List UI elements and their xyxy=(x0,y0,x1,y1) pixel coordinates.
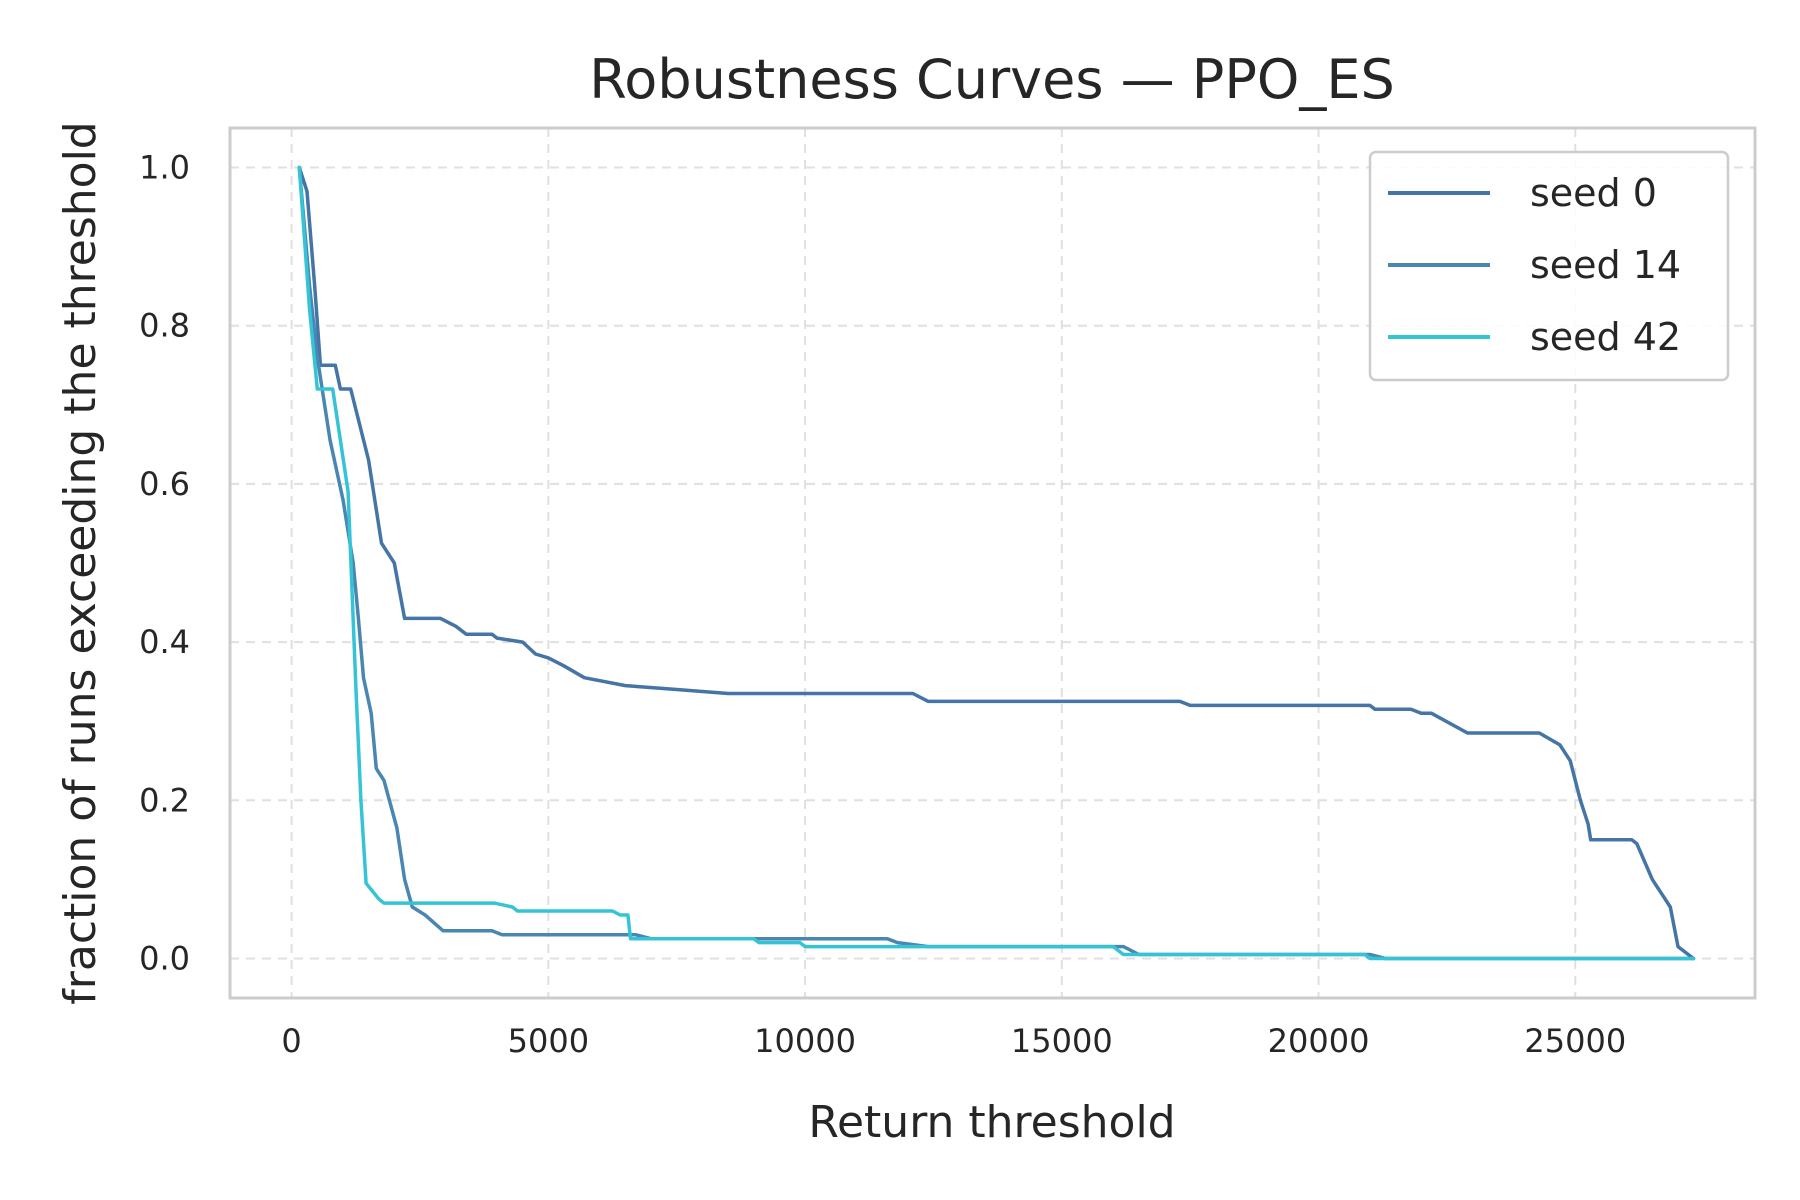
legend-box xyxy=(1368,150,1730,382)
legend: seed 0 seed 14 seed 42 xyxy=(1368,150,1730,382)
y-tick-label: 0.4 xyxy=(139,623,190,661)
x-axis-title: Return threshold xyxy=(808,1097,1175,1148)
series-lines xyxy=(297,165,1696,961)
x-tick-label: 25000 xyxy=(1524,1022,1626,1060)
y-tick-label: 0.2 xyxy=(139,781,190,819)
plot-frame xyxy=(228,126,1757,1000)
x-tick-label: 10000 xyxy=(754,1022,856,1060)
y-tick-label: 0.6 xyxy=(139,465,190,503)
y-tick-label: 1.0 xyxy=(139,149,190,187)
legend-label: seed 42 xyxy=(1530,315,1681,359)
tick-labels: 0 5000 10000 15000 20000 25000 0.0 0.2 0.4 0.6 0.8… xyxy=(139,149,1626,1060)
chart-title: Robustness Curves — PPO_ES xyxy=(589,48,1395,111)
x-tick-label: 5000 xyxy=(508,1022,589,1060)
y-tick-label: 0.0 xyxy=(139,939,190,977)
legend-label: seed 14 xyxy=(1530,243,1681,287)
x-tick-label: 0 xyxy=(281,1022,301,1060)
series-line-seed-0 xyxy=(297,165,1696,961)
y-tick-label: 0.8 xyxy=(139,307,190,345)
x-tick-label: 15000 xyxy=(1011,1022,1113,1060)
y-axis-title: fraction of runs exceeding the threshold xyxy=(55,121,106,1004)
series-line-seed-42 xyxy=(297,165,1696,961)
legend-label: seed 0 xyxy=(1530,171,1657,215)
x-tick-label: 20000 xyxy=(1268,1022,1370,1060)
